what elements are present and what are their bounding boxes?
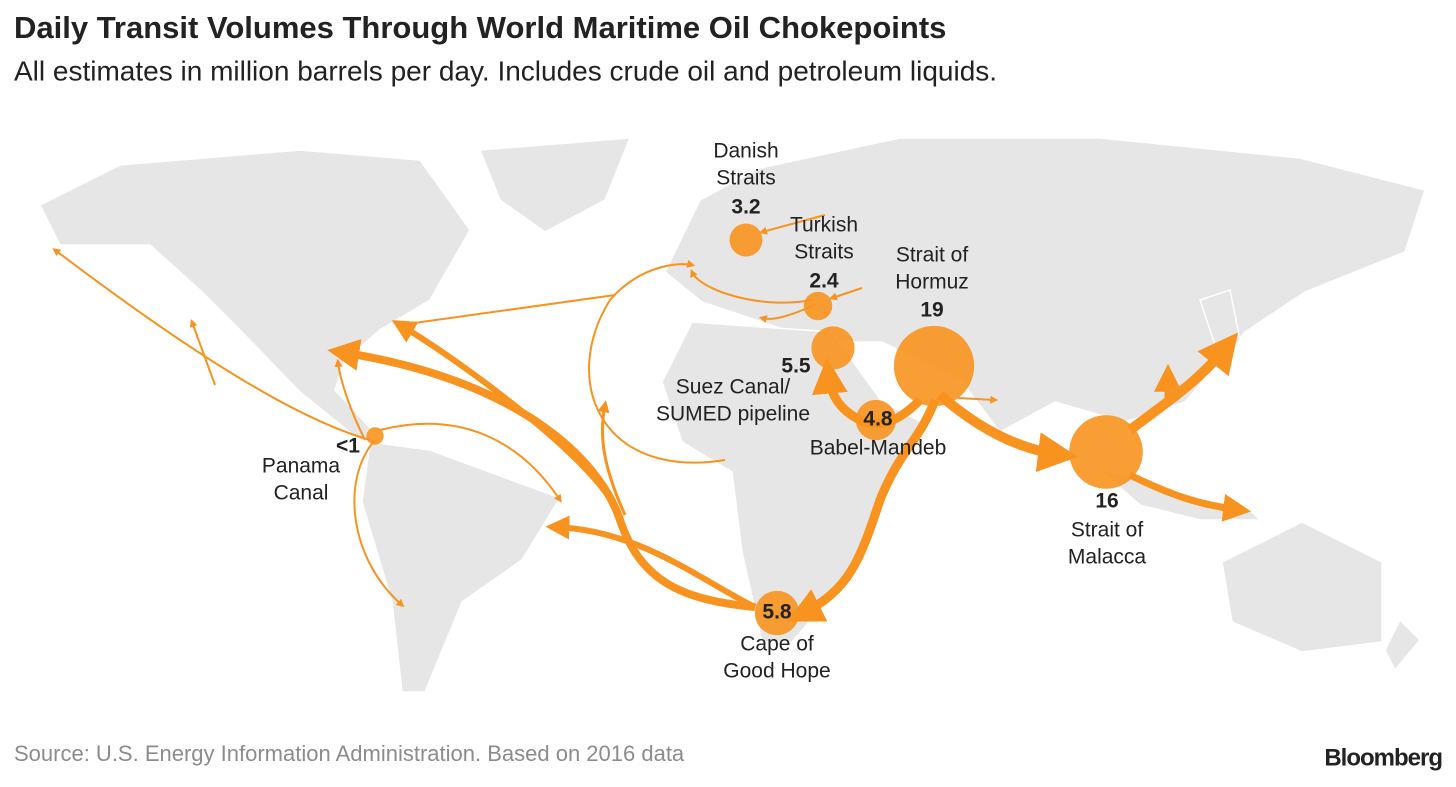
volume-label: 5.8 [762,601,792,624]
volume-label: 16 [1095,490,1118,513]
chokepoint-bubble [1069,415,1143,489]
chokepoint-bubble [811,326,855,370]
chokepoint-name: Malacca [1068,546,1147,569]
chokepoint-bubble [855,399,897,441]
chokepoints: 3.2 Danish Straits 2.4 Turkish Straits 19 Strai… [262,140,1147,683]
chokepoint-name: Turkish [790,214,858,237]
chokepoint-name: Suez Canal/ [676,376,791,399]
brand: Bloomberg [1324,744,1442,771]
chokepoint-name: SUMED pipeline [656,403,810,426]
volume-label: 2.4 [809,270,839,293]
chokepoint-name: Cape of [740,633,814,656]
chokepoint-name: Hormuz [895,271,969,294]
chokepoint-bubble [893,325,975,407]
volume-label: 5.5 [781,355,811,378]
chokepoint-name: Babel-Mandeb [810,437,947,460]
volume-label: 4.8 [863,408,893,431]
title: Daily Transit Volumes Through World Mari… [14,10,946,45]
volume-label: 19 [920,299,943,322]
chokepoint-name: Good Hope [723,660,830,683]
flow-arrows [52,214,1252,622]
chokepoint-name: Canal [274,482,329,505]
chokepoint-name: Straits [794,241,854,264]
chokepoint-bubble [729,223,763,257]
chokepoint-name: Strait of [896,244,969,267]
source-note: Source: U.S. Energy Information Administ… [14,741,685,766]
chokepoint-name: Danish [713,140,778,163]
chokepoint-name: Straits [716,167,776,190]
chokepoint-name: Panama [262,455,341,478]
chokepoint-name: Strait of [1071,519,1144,542]
volume-label: 3.2 [731,196,760,219]
chokepoint-bubble [803,291,833,321]
subtitle: All estimates in million barrels per day… [14,55,997,86]
chokepoint-bubble [366,427,384,445]
chokepoint-bubble [754,590,800,636]
volume-label: <1 [336,435,360,458]
